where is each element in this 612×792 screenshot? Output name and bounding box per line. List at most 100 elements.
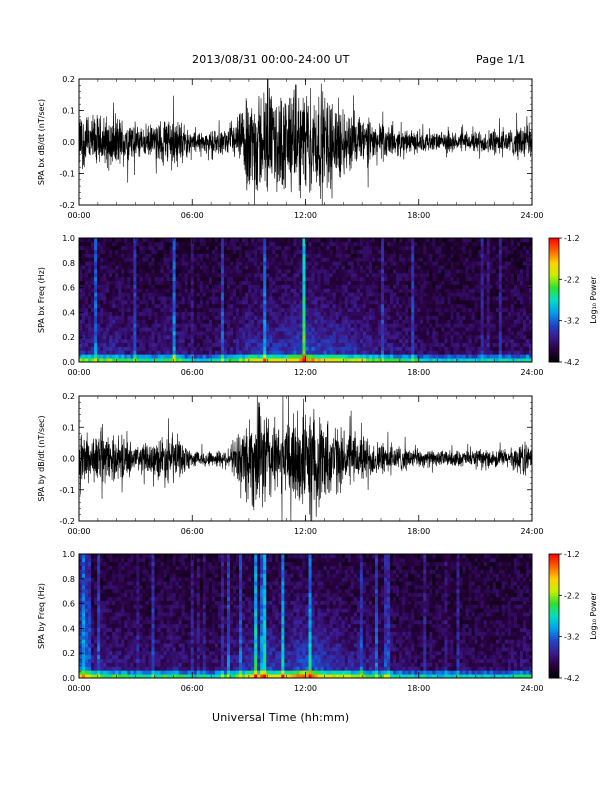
spectrogram-cell: [501, 249, 506, 254]
spectrogram-cell: [97, 354, 101, 359]
spectrogram-cell: [145, 346, 149, 351]
spectrogram-cell: [103, 331, 107, 336]
spectrogram-cell: [223, 241, 228, 247]
spectrogram-cell: [187, 303, 192, 309]
spectrogram-cell: [498, 346, 503, 351]
spectrogram-cell: [293, 354, 297, 359]
spectrogram-cell: [305, 346, 309, 351]
spectrogram-cell: [109, 257, 113, 262]
spectrogram-cell: [175, 338, 180, 344]
colorbar-swatch: [549, 355, 559, 359]
spectrogram-cell: [365, 280, 370, 285]
spectrogram-cell: [154, 354, 158, 359]
spectrogram-cell: [320, 342, 325, 347]
spectrogram-cell: [465, 334, 469, 340]
spectrogram-cell: [175, 354, 180, 359]
spectrogram-cell: [522, 261, 527, 266]
spectrogram-cell: [444, 253, 448, 258]
spectrogram-cell: [148, 338, 152, 344]
spectrogram-cell: [381, 284, 385, 289]
spectrogram-cell: [260, 280, 264, 285]
spectrogram-cell: [456, 269, 460, 274]
spectrogram-cell: [254, 315, 258, 320]
spectrogram-cell: [127, 315, 131, 320]
spectrogram-cell: [272, 315, 276, 320]
spectrogram-cell: [299, 350, 303, 355]
spectrogram-cell: [251, 238, 255, 243]
spectrogram-cell: [202, 288, 207, 293]
spectrogram-cell: [151, 331, 155, 336]
spectrogram-cell: [429, 280, 433, 285]
spectrogram-cell: [504, 253, 509, 258]
spectrogram-cell: [151, 238, 155, 243]
spectrogram-cell: [495, 311, 500, 316]
spectrogram-cell: [281, 257, 285, 262]
spectrogram-cell: [335, 338, 340, 344]
spectrogram-cell: [251, 241, 255, 247]
spectrogram-cell: [504, 303, 509, 309]
spectrogram-cell: [266, 303, 270, 309]
spectrogram-cell: [275, 288, 279, 293]
spectrogram-cell: [465, 257, 469, 262]
spectrogram-cell: [160, 292, 164, 297]
spectrogram-cell: [513, 315, 518, 320]
spectrogram-cell: [519, 334, 524, 340]
spectrogram-cell: [130, 338, 134, 344]
spectrogram-cell: [432, 265, 436, 270]
spectrogram-cell: [447, 307, 451, 313]
spectrogram-cell: [498, 296, 503, 301]
spectrogram-cell: [510, 327, 515, 332]
spectrogram-cell: [85, 276, 89, 282]
spectrogram-cell: [435, 300, 439, 305]
spectrogram-cell: [248, 276, 252, 282]
spectrogram-cell: [362, 354, 367, 359]
spectrogram-cell: [468, 315, 472, 320]
spectrogram-cell: [377, 323, 382, 328]
spectrogram-cell: [211, 319, 216, 324]
spectrogram-cell: [233, 280, 237, 285]
spectrogram-cell: [226, 334, 231, 340]
spectrogram-cell: [260, 261, 264, 266]
spectrogram-cell: [85, 338, 89, 344]
spectrogram-cell: [118, 272, 122, 278]
spectrogram-cell: [118, 249, 122, 254]
spectrogram-cell: [356, 354, 361, 359]
spectrogram-cell: [444, 334, 448, 340]
spectrogram-cell: [97, 257, 101, 262]
spectrogram-cell: [169, 245, 174, 251]
spectrogram-cell: [284, 292, 288, 297]
spectrogram-cell: [287, 296, 291, 301]
spectrogram-cell: [85, 238, 89, 243]
spectrogram-cell: [435, 245, 439, 251]
spectrogram-cell: [193, 249, 198, 254]
spectrogram-cell: [293, 315, 297, 320]
spectrogram-cell: [408, 338, 412, 344]
spectrogram-cell: [528, 319, 533, 324]
spectrogram-cell: [435, 272, 439, 278]
spectrogram-cell: [278, 292, 282, 297]
spectrogram-cell: [510, 292, 515, 297]
spectrogram-cell: [390, 315, 394, 320]
spectrogram-cell: [344, 346, 349, 351]
spectrogram-cell: [456, 249, 460, 254]
spectrogram-cell: [88, 265, 92, 270]
spectrogram-cell: [405, 323, 409, 328]
spectrogram-cell: [196, 334, 201, 340]
spectrogram-cell: [263, 346, 267, 351]
spectrogram-cell: [344, 323, 349, 328]
spectrogram-cell: [88, 319, 92, 324]
spectrogram-cell: [341, 319, 346, 324]
spectrogram-cell: [85, 292, 89, 297]
spectrogram-cell: [281, 245, 285, 251]
spectrogram-cell: [133, 276, 137, 282]
spectrogram-cell: [408, 249, 412, 254]
spectrogram-cell: [408, 319, 412, 324]
spectrogram-cell: [402, 350, 406, 355]
spectrogram-cell: [172, 265, 177, 270]
spectrogram-cell: [172, 241, 177, 247]
spectrogram-cell: [178, 261, 183, 266]
spectrogram-cell: [266, 350, 270, 355]
spectrogram-cell: [426, 265, 430, 270]
spectrogram-cell: [302, 241, 306, 247]
spectrogram-cell: [495, 334, 500, 340]
